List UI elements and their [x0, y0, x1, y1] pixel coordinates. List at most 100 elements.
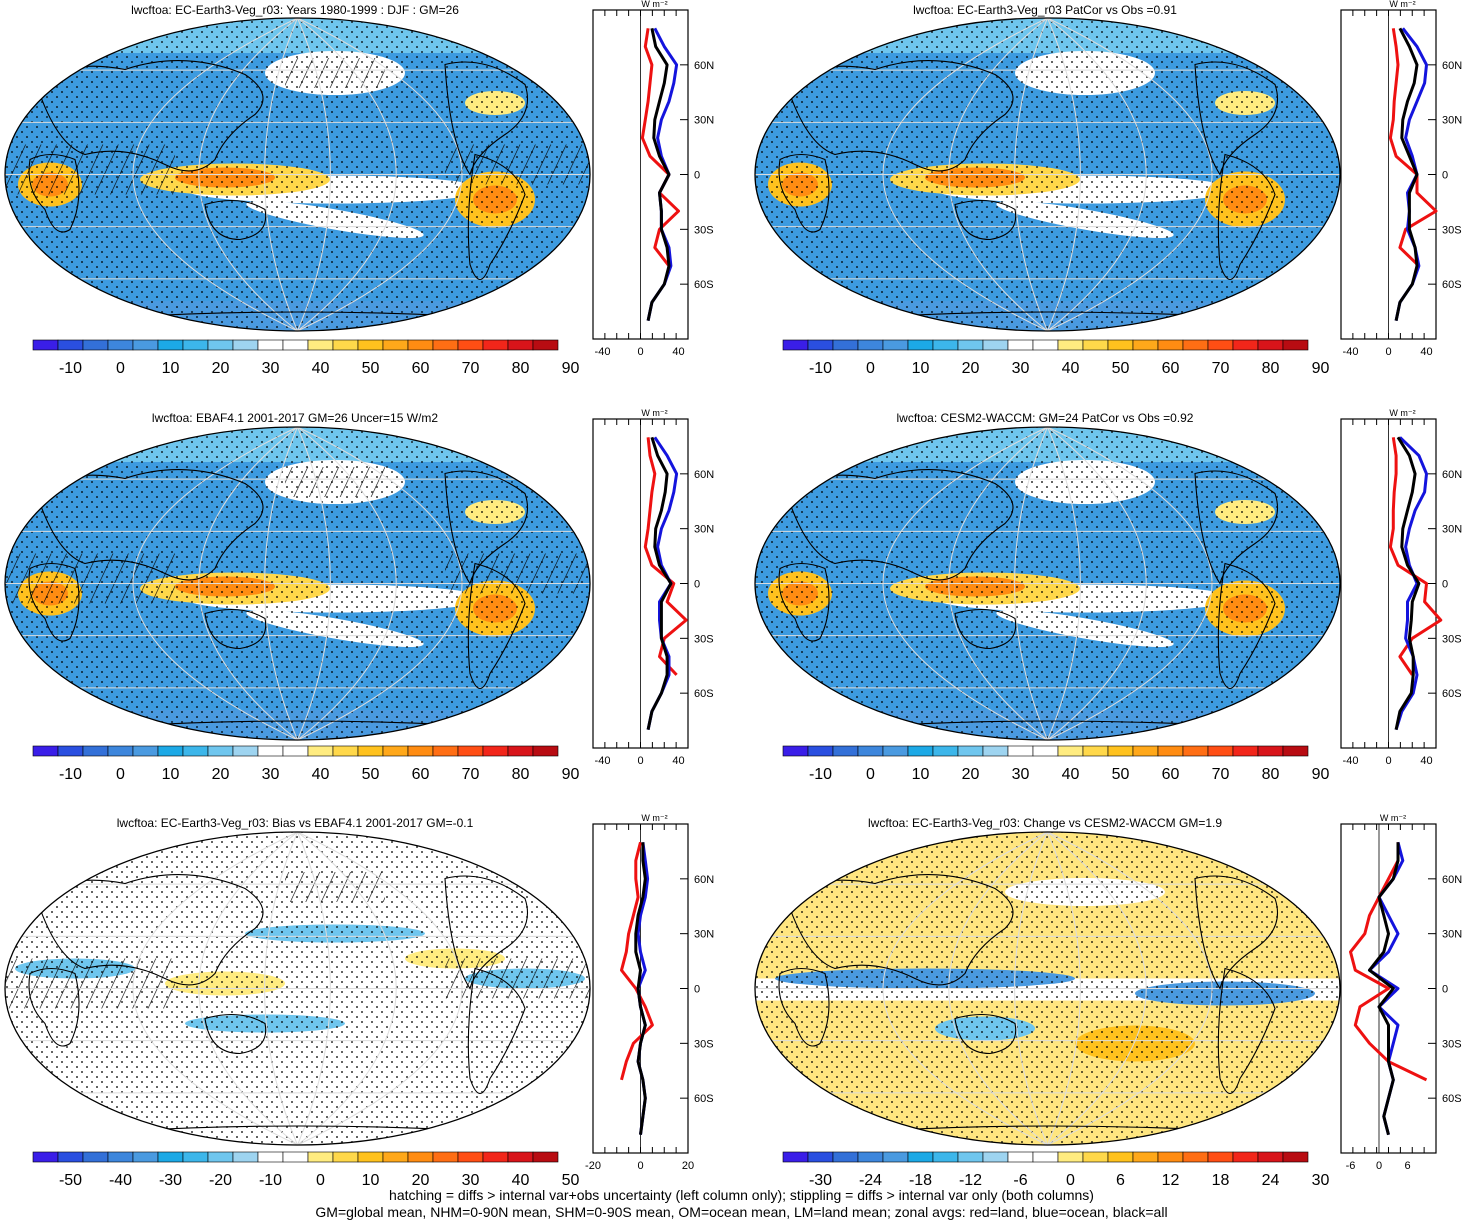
colorbar-box [182, 1151, 209, 1163]
zonal-x-label: 0 [637, 1160, 643, 1172]
zonal-x-label: 6 [1404, 1160, 1410, 1172]
colorbar-tick-label: 60 [1162, 360, 1180, 377]
coastline-5 [467, 562, 526, 690]
zonal-x-label: -40 [595, 755, 611, 767]
coastline-4 [1194, 61, 1279, 176]
colorbar-box [1057, 1151, 1084, 1163]
graticule-lon [297, 427, 397, 740]
colorbar-box [157, 1151, 184, 1163]
coastline-3 [204, 199, 267, 241]
zonal-profile-4: 60N 30N 0 30S 60S -40 0 40 W m⁻² [1340, 408, 1462, 767]
zonal-x-label: -40 [1343, 755, 1359, 767]
colorbar-box [432, 1151, 459, 1163]
colorbar-box [932, 339, 959, 351]
graticule-lon [1047, 427, 1147, 740]
graticule-lon [297, 427, 463, 740]
graticule-lon [297, 18, 331, 331]
coastline-3 [954, 608, 1017, 650]
colorbar-box [1207, 339, 1234, 351]
colorbar-tick-label: 60 [412, 766, 430, 783]
map-hatching-3 [445, 553, 590, 594]
map-hatching-2 [285, 872, 385, 902]
colorbar-tick-label: 80 [512, 360, 530, 377]
colorbar-box [332, 745, 359, 757]
colorbar-tick-label: 6 [1116, 1172, 1125, 1189]
coastline-1 [784, 469, 1014, 581]
graticule-lon [264, 427, 298, 740]
zonal-lat-label: 30S [694, 633, 714, 645]
map-outline [754, 831, 1341, 1146]
colorbar-box [32, 339, 59, 351]
zonal-lat-label: 60N [1442, 469, 1462, 481]
zonal-profile-6: 60N 30N 0 30S 60S -6 0 6 W m⁻² [1340, 813, 1462, 1172]
colorbar-box [257, 1151, 284, 1163]
colorbar-4: -10 0 10 20 30 40 50 60 70 80 90 [782, 745, 1330, 783]
colorbar-tick-label: -20 [209, 1172, 232, 1189]
colorbar-box [132, 745, 159, 757]
coastline-4 [1194, 875, 1279, 990]
zonal-x-label: 40 [672, 346, 684, 358]
map-panel-3 [4, 426, 591, 741]
colorbar-tick-label: -10 [59, 360, 82, 377]
coastline-4 [444, 470, 529, 585]
coastline-5 [467, 967, 526, 1095]
colorbar-box [132, 1151, 159, 1163]
zonal-lat-label: 30S [694, 1038, 714, 1050]
zonal-profile-3: 60N 30N 0 30S 60S -40 0 40 W m⁻² [592, 408, 714, 767]
colorbar-box [382, 339, 409, 351]
colorbar-tick-label: -6 [1013, 1172, 1027, 1189]
colorbar-box [1182, 1151, 1209, 1163]
colorbar-tick-label: -40 [109, 1172, 132, 1189]
map-outline [754, 17, 1341, 332]
colorbar-box [807, 1151, 834, 1163]
colorbar-box [407, 1151, 434, 1163]
coastline-3 [954, 1013, 1017, 1055]
coastline-5 [1217, 967, 1276, 1095]
colorbar-box [857, 339, 884, 351]
colorbar-box [232, 745, 259, 757]
colorbar-box [532, 1151, 559, 1163]
zonal-x-label: -40 [595, 346, 611, 358]
colorbar-box [957, 1151, 984, 1163]
colorbar-tick-label: 0 [116, 766, 125, 783]
zonal-units: W m⁻² [641, 408, 667, 418]
colorbar-tick-label: 70 [462, 360, 480, 377]
colorbar-box [1232, 745, 1259, 757]
zonal-lat-label: 0 [1442, 170, 1448, 182]
coastline-2 [28, 562, 80, 642]
coastline-1 [34, 469, 264, 581]
zonal-lat-label: 0 [694, 170, 700, 182]
zonal-x-label: 0 [1376, 1160, 1382, 1172]
colorbar-box [1157, 339, 1184, 351]
colorbar-box [107, 339, 134, 351]
graticule-lon [264, 832, 298, 1145]
colorbar-tick-label: 90 [1312, 766, 1330, 783]
zonal-line-all [1368, 842, 1400, 1136]
zonal-lat-label: 60S [694, 688, 714, 700]
zonal-x-label: 0 [1385, 755, 1391, 767]
colorbar-box [832, 339, 859, 351]
colorbar-box [532, 745, 559, 757]
colorbar-tick-label: 30 [462, 1172, 480, 1189]
colorbar-tick-label: 0 [1066, 1172, 1075, 1189]
colorbar-tick-label: 30 [262, 766, 280, 783]
zonal-lat-label: 60S [1442, 1093, 1462, 1105]
zonal-lat-label: 60S [694, 279, 714, 291]
colorbar-box [1257, 339, 1284, 351]
colorbar-box [357, 339, 384, 351]
colorbar-box [132, 339, 159, 351]
colorbar-tick-label: 90 [562, 766, 580, 783]
colorbar-box [157, 745, 184, 757]
colorbar-box [882, 745, 909, 757]
panel-title-1: lwcftoa: EC-Earth3-Veg_r03: Years 1980-1… [131, 3, 459, 17]
zonal-lat-label: 60N [694, 60, 714, 72]
colorbar-box [357, 1151, 384, 1163]
coastline-2 [778, 967, 830, 1047]
graticule-lon [1047, 427, 1213, 740]
colorbar-tick-label: 18 [1212, 1172, 1230, 1189]
colorbar-box [782, 1151, 809, 1163]
coastline-1 [34, 874, 264, 986]
colorbar-box [307, 745, 334, 757]
coastline-5 [467, 153, 526, 281]
coastline-5 [1217, 562, 1276, 690]
